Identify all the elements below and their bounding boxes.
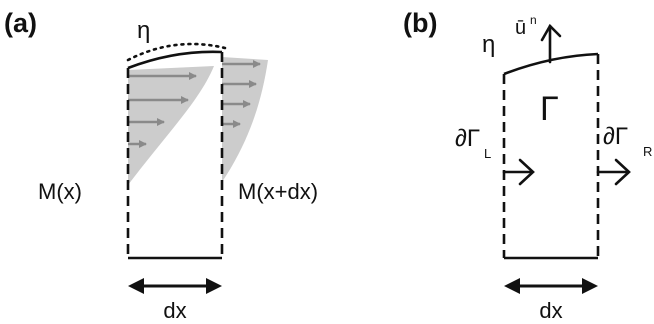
- eta-label-b: η: [482, 31, 495, 58]
- dotted-surface-curve: [126, 42, 227, 62]
- normal-vector-arrow: [540, 23, 562, 64]
- panel-b: (b) η ū n Γ ∂Γ L ∂Γ R: [403, 8, 652, 323]
- right-boundary-subscript: R: [643, 144, 652, 159]
- panel-a: (a) η M(x) M(x+dx) dx: [4, 8, 318, 323]
- left-boundary-subscript: L: [484, 146, 491, 161]
- right-flux-arrow: [596, 158, 631, 186]
- flux-label-left: M(x): [38, 179, 82, 204]
- dx-label-b: dx: [539, 298, 562, 323]
- profile-arrows: [128, 60, 261, 148]
- dx-arrow-b: [504, 278, 598, 294]
- right-velocity-profile: [222, 57, 268, 182]
- left-boundary-label: ∂Γ: [455, 125, 480, 152]
- panel-a-label: (a): [4, 8, 37, 38]
- dx-arrow-a: [128, 278, 222, 294]
- surface-curve-b: [503, 52, 599, 76]
- panel-b-label: (b): [403, 8, 437, 38]
- normal-vector-superscript: n: [530, 13, 537, 27]
- region-gamma-label: Γ: [540, 90, 559, 128]
- eta-label-a: η: [137, 17, 150, 44]
- solid-surface-curve: [127, 50, 223, 70]
- normal-vector-label: ū: [515, 17, 526, 39]
- left-velocity-profile: [128, 66, 214, 185]
- right-boundary-label: ∂Γ: [603, 123, 628, 150]
- flux-label-right: M(x+dx): [238, 179, 318, 204]
- dx-label-a: dx: [163, 298, 186, 323]
- left-flux-arrow: [502, 158, 535, 186]
